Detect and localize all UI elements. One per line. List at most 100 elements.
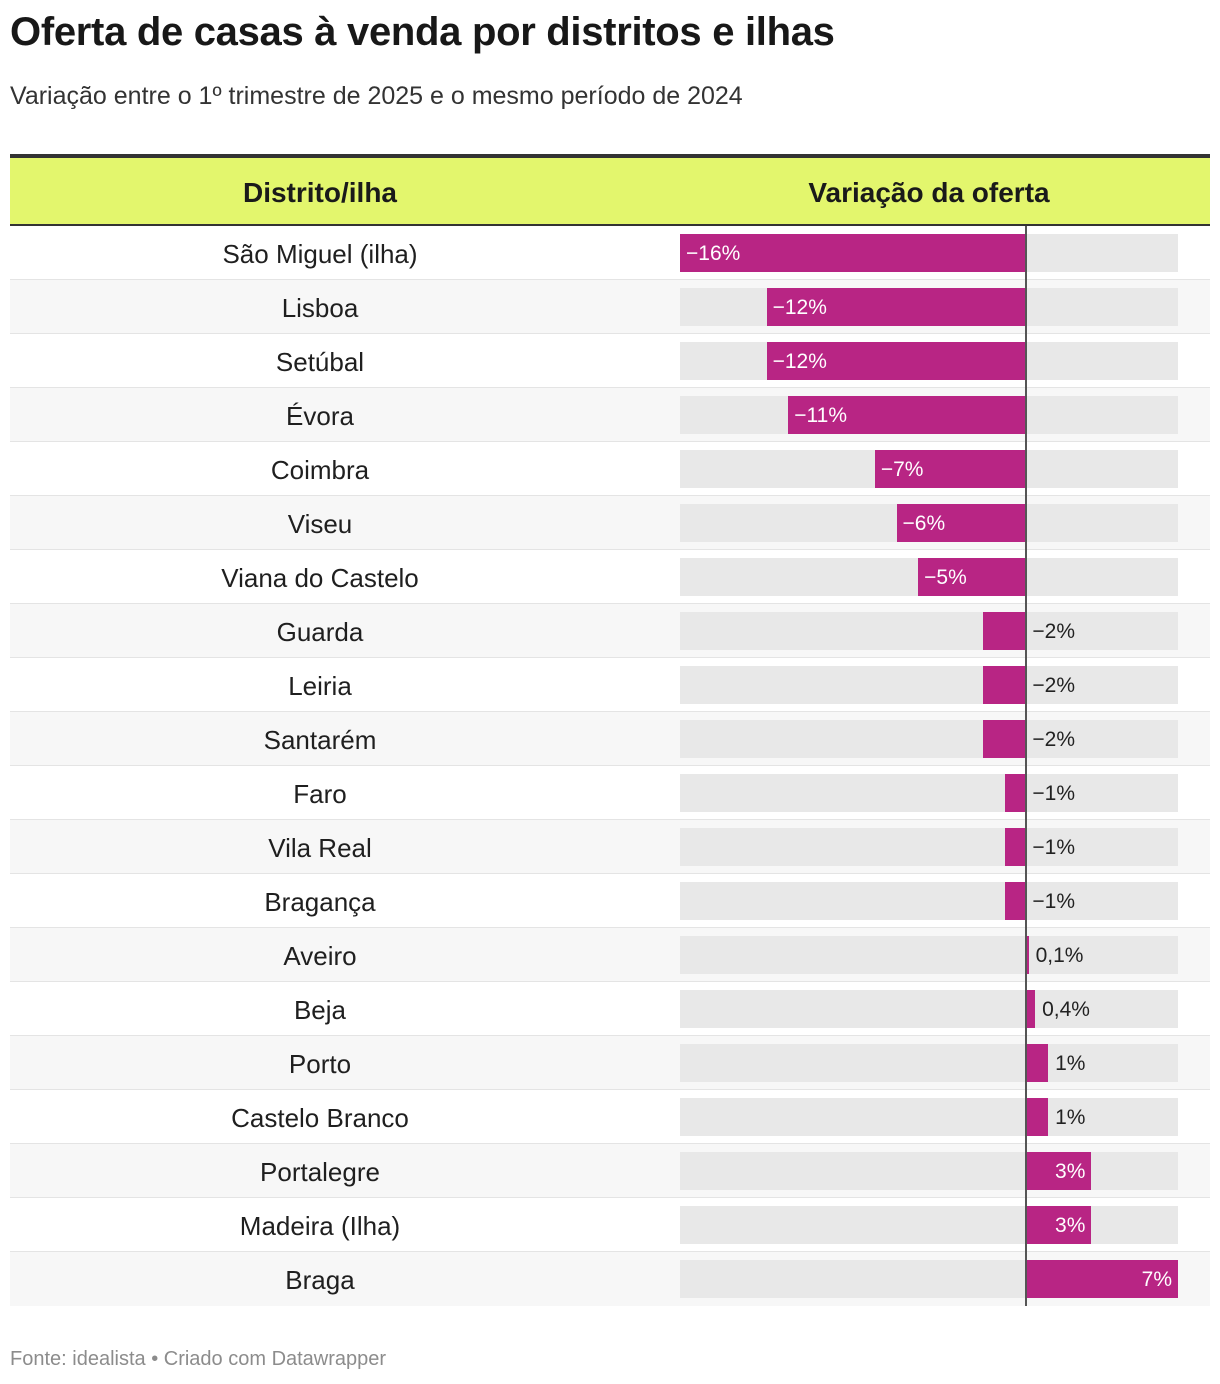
row-label: Bragança <box>264 887 376 917</box>
row-label: Portalegre <box>260 1157 380 1187</box>
bar-track: −1% <box>680 766 1178 820</box>
bar <box>766 342 1027 380</box>
table-row: Vila Real −1% <box>10 820 1210 874</box>
row-label: Castelo Branco <box>231 1103 409 1133</box>
row-label: Vila Real <box>268 833 372 863</box>
table-row: Madeira (Ilha) 3% <box>10 1198 1210 1252</box>
bar-track: 7% <box>680 1252 1178 1306</box>
data-label: 0,1% <box>1035 944 1084 967</box>
bar-track: −16% <box>680 226 1178 280</box>
bar-track: 1% <box>680 1090 1178 1144</box>
data-label: 3% <box>1055 1214 1086 1237</box>
zero-axis-line <box>1025 442 1028 496</box>
zero-axis-line <box>1025 1036 1028 1090</box>
source-footer: Fonte: idealista • Criado com Datawrappe… <box>10 1348 387 1370</box>
data-label: −1% <box>1032 836 1076 859</box>
bar-track: 1% <box>680 1036 1178 1090</box>
row-label: Guarda <box>276 617 364 647</box>
table-row: Portalegre 3% <box>10 1144 1210 1198</box>
row-label: São Miguel (ilha) <box>222 239 418 269</box>
column-header-name: Distrito/ilha <box>242 177 397 208</box>
bar-track: 0,4% <box>680 982 1178 1036</box>
data-label: −1% <box>1032 782 1076 805</box>
bar-track: −7% <box>680 442 1178 496</box>
bar <box>788 396 1027 434</box>
chart-subtitle: Variação entre o 1º trimestre de 2025 e … <box>10 82 743 110</box>
data-label: −1% <box>1032 890 1076 913</box>
zero-axis-line <box>1025 226 1028 280</box>
row-label: Viana do Castelo <box>221 563 419 593</box>
bar <box>1004 882 1027 920</box>
bar-track: −12% <box>680 280 1178 334</box>
data-label: 3% <box>1055 1160 1086 1183</box>
bar <box>983 720 1027 758</box>
chart-title: Oferta de casas à venda por distritos e … <box>10 10 835 54</box>
zero-axis-line <box>1025 334 1028 388</box>
table-row: Castelo Branco 1% <box>10 1090 1210 1144</box>
data-label: −2% <box>1032 728 1076 751</box>
table-row: Porto 1% <box>10 1036 1210 1090</box>
row-label: Setúbal <box>275 347 365 377</box>
bar-track: −2% <box>680 604 1178 658</box>
bar-track: 3% <box>680 1198 1178 1252</box>
table-row: Bragança −1% <box>10 874 1210 928</box>
bar <box>680 234 1027 272</box>
zero-axis-line <box>1025 550 1028 604</box>
row-label: Faro <box>293 779 347 809</box>
row-label: Braga <box>285 1265 355 1295</box>
data-label: −11% <box>794 404 847 427</box>
table-row: Lisboa −12% <box>10 280 1210 334</box>
zero-axis-line <box>1025 1090 1028 1144</box>
table-row: Beja 0,4% <box>10 982 1210 1036</box>
zero-axis-line <box>1025 280 1028 334</box>
bar-track: −11% <box>680 388 1178 442</box>
bar-track: −2% <box>680 658 1178 712</box>
zero-axis-line <box>1025 874 1028 928</box>
bar <box>1026 990 1036 1028</box>
data-label: −12% <box>772 296 827 319</box>
bar <box>1026 1098 1049 1136</box>
bar <box>1026 936 1029 974</box>
zero-axis-line <box>1025 766 1028 820</box>
row-label: Beja <box>293 995 347 1025</box>
bar-track: −1% <box>680 874 1178 928</box>
data-label: 0,4% <box>1042 998 1090 1021</box>
table-row: Braga 7% <box>10 1252 1210 1306</box>
bar-track: −5% <box>680 550 1178 604</box>
row-label: Porto <box>288 1049 352 1079</box>
zero-axis-line <box>1025 820 1028 874</box>
row-label: Évora <box>286 401 354 431</box>
bar-track: −2% <box>680 712 1178 766</box>
bar-track: −6% <box>680 496 1178 550</box>
data-label: −2% <box>1032 674 1076 697</box>
table-row: Coimbra −7% <box>10 442 1210 496</box>
bar <box>983 666 1027 704</box>
table-row: Leiria −2% <box>10 658 1210 712</box>
bar <box>1026 1260 1178 1298</box>
table-header: Distrito/ilha Variação da oferta <box>10 154 1210 226</box>
data-table: Distrito/ilha Variação da oferta São Mig… <box>10 154 1210 1306</box>
bar <box>874 450 1027 488</box>
bar <box>766 288 1027 326</box>
zero-axis-line <box>1025 1144 1028 1198</box>
bar <box>1004 774 1027 812</box>
row-label: Leiria <box>288 671 352 701</box>
bar-track: −12% <box>680 334 1178 388</box>
bar <box>896 504 1027 542</box>
bar-track: 0,1% <box>680 928 1178 982</box>
bar <box>918 558 1027 596</box>
table-row: São Miguel (ilha) −16% <box>10 226 1210 280</box>
zero-axis-line <box>1025 1198 1028 1252</box>
data-label: −16% <box>686 242 741 265</box>
row-label: Lisboa <box>281 293 359 323</box>
table-body: São Miguel (ilha) −16% Lisboa −12% Setúbal −1… <box>10 226 1210 1306</box>
zero-axis-line <box>1025 928 1028 982</box>
row-label: Santarém <box>263 725 377 755</box>
data-label: −6% <box>902 512 946 535</box>
zero-axis-line <box>1025 388 1028 442</box>
table-row: Évora −11% <box>10 388 1210 442</box>
row-label: Coimbra <box>270 455 370 485</box>
data-label: −12% <box>772 350 827 373</box>
bar-track: 3% <box>680 1144 1178 1198</box>
data-label: 1% <box>1055 1052 1086 1075</box>
